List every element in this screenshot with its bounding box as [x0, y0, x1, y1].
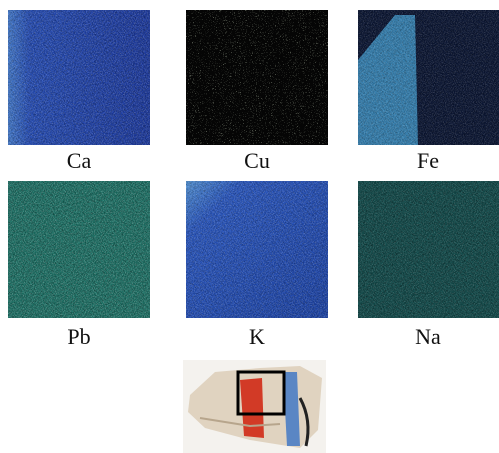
panel-label: Pb: [67, 324, 90, 349]
panel-label: Fe: [417, 148, 439, 173]
panel-label: K: [249, 324, 265, 349]
map-pb: [8, 181, 150, 318]
map-cu: [186, 10, 328, 145]
map-fe: [358, 10, 499, 145]
panel-label: Na: [415, 324, 441, 349]
figure: Ca Cu Fe Pb K Na: [0, 0, 499, 453]
sample-photo: [183, 360, 326, 453]
map-ca: [8, 10, 150, 145]
map-k: [186, 181, 328, 318]
panel-label: Ca: [67, 148, 92, 173]
map-na: [358, 181, 499, 318]
panel-label: Cu: [244, 148, 270, 173]
